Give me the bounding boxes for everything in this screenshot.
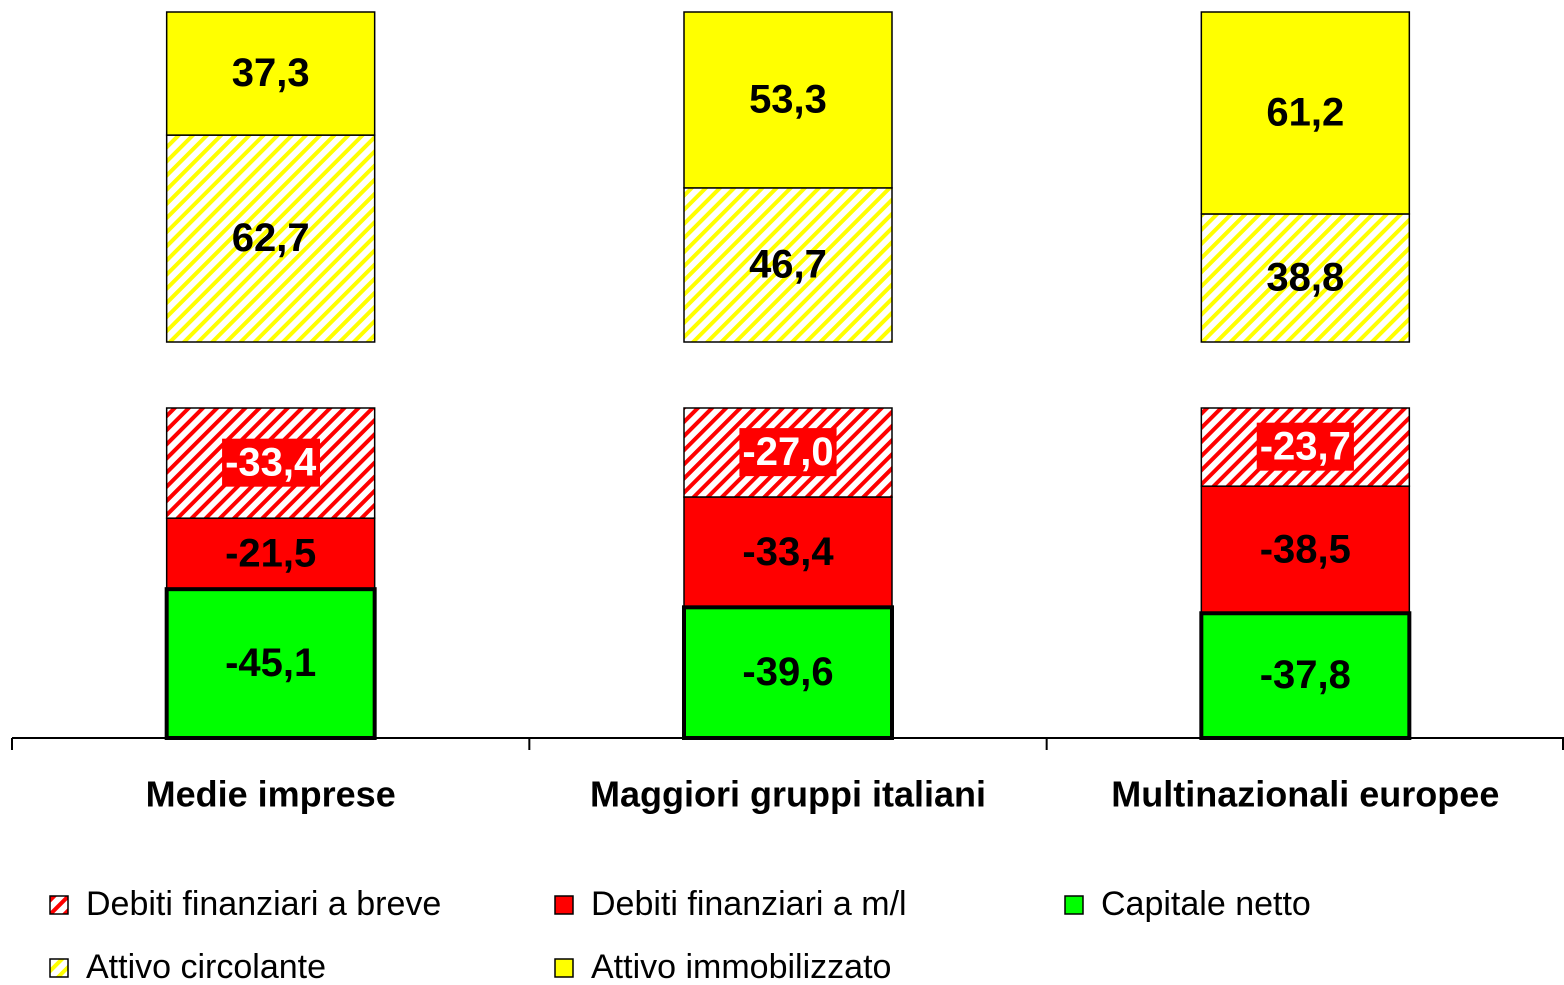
legend-swatch bbox=[1064, 895, 1084, 915]
legend-label: Attivo immobilizzato bbox=[591, 948, 891, 985]
value-label-group: 53,3 bbox=[749, 78, 827, 122]
bar-segment bbox=[683, 187, 893, 343]
bar-segment bbox=[683, 496, 893, 609]
value-label-group: -39,6 bbox=[742, 650, 833, 694]
value-label: -27,0 bbox=[742, 430, 833, 474]
value-label: 62,7 bbox=[232, 216, 310, 260]
value-label-group: -33,4 bbox=[742, 530, 834, 574]
value-label: 37,3 bbox=[232, 51, 310, 95]
value-label: -45,1 bbox=[225, 641, 316, 685]
value-label-group: 62,7 bbox=[232, 216, 310, 260]
bar-segment bbox=[1200, 11, 1411, 215]
value-label-group: 61,2 bbox=[1266, 91, 1344, 135]
value-label-group: -23,7 bbox=[1256, 422, 1354, 471]
bar-segment bbox=[1199, 611, 1412, 741]
value-label: -39,6 bbox=[742, 650, 833, 694]
value-label: 46,7 bbox=[749, 243, 827, 287]
bar-segment bbox=[165, 134, 376, 343]
legend-label: Capitale netto bbox=[1101, 885, 1311, 923]
value-label: -33,4 bbox=[742, 530, 834, 574]
bar-segment bbox=[164, 587, 377, 740]
value-label-group: -45,1 bbox=[225, 641, 316, 685]
bar-segment bbox=[683, 11, 893, 189]
value-label-group: 38,8 bbox=[1266, 256, 1344, 300]
legend-swatch bbox=[49, 958, 69, 978]
legend-label: Attivo circolante bbox=[86, 948, 326, 985]
value-label-group: -33,4 bbox=[222, 438, 321, 487]
value-label-group: 37,3 bbox=[232, 51, 310, 95]
x-tick-label: Medie imprese bbox=[146, 774, 396, 815]
legend-swatch bbox=[49, 895, 69, 915]
value-label-group: -37,8 bbox=[1260, 653, 1351, 697]
legend-swatch bbox=[554, 958, 574, 978]
value-label: 38,8 bbox=[1266, 256, 1344, 300]
value-label-group: -27,0 bbox=[739, 428, 837, 477]
value-label-group: 46,7 bbox=[749, 243, 827, 287]
bar-segment bbox=[165, 11, 376, 136]
value-label-background bbox=[222, 438, 321, 487]
value-label-group: -38,5 bbox=[1260, 527, 1351, 571]
x-tick-label: Maggiori gruppi italiani bbox=[590, 774, 986, 815]
legend-label: Debiti finanziari a m/l bbox=[591, 885, 907, 923]
legend-swatch bbox=[554, 895, 574, 915]
value-label: -23,7 bbox=[1260, 425, 1351, 469]
bar-segment bbox=[165, 517, 376, 590]
x-tick-label: Multinazionali europee bbox=[1111, 774, 1499, 815]
bar-segment bbox=[682, 605, 894, 740]
value-label-group: -21,5 bbox=[225, 531, 316, 575]
value-label: -33,4 bbox=[225, 441, 317, 485]
legend-label: Debiti finanziari a breve bbox=[86, 885, 441, 923]
value-label: 61,2 bbox=[1266, 91, 1344, 135]
value-label: 53,3 bbox=[749, 78, 827, 122]
value-label: -38,5 bbox=[1260, 527, 1351, 571]
value-label-background bbox=[739, 428, 837, 477]
bar-segment bbox=[1200, 485, 1411, 615]
value-label-background bbox=[1256, 422, 1354, 471]
bar-segment bbox=[1200, 213, 1411, 343]
value-label: -21,5 bbox=[225, 531, 316, 575]
value-label: -37,8 bbox=[1260, 653, 1351, 697]
